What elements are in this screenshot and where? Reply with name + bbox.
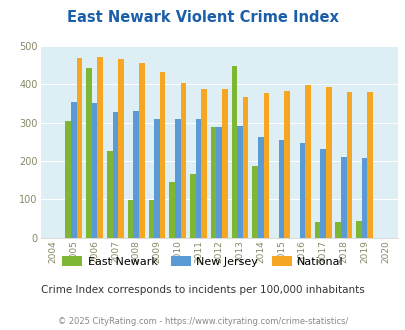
Bar xyxy=(190,175,195,238)
Text: © 2025 CityRating.com - https://www.cityrating.com/crime-statistics/: © 2025 CityRating.com - https://www.city… xyxy=(58,317,347,326)
Bar xyxy=(346,92,352,238)
Bar xyxy=(210,127,216,238)
Bar xyxy=(71,102,77,238)
Bar xyxy=(107,151,112,238)
Bar xyxy=(367,92,372,238)
Bar xyxy=(355,221,361,238)
Bar xyxy=(335,222,340,238)
Bar xyxy=(263,93,269,238)
Bar xyxy=(92,103,97,238)
Bar xyxy=(148,200,154,238)
Bar xyxy=(169,182,175,238)
Bar xyxy=(112,112,118,238)
Bar xyxy=(340,157,346,238)
Bar xyxy=(231,66,237,238)
Bar xyxy=(159,72,165,238)
Text: East Newark Violent Crime Index: East Newark Violent Crime Index xyxy=(67,10,338,25)
Bar xyxy=(252,166,257,238)
Bar xyxy=(320,149,325,238)
Bar xyxy=(242,97,248,238)
Bar xyxy=(128,200,133,238)
Bar xyxy=(325,87,331,238)
Bar xyxy=(86,68,92,238)
Bar xyxy=(237,126,242,238)
Bar xyxy=(222,89,227,238)
Bar xyxy=(154,118,159,238)
Legend: East Newark, New Jersey, National: East Newark, New Jersey, National xyxy=(58,251,347,271)
Bar xyxy=(201,89,207,238)
Bar xyxy=(299,143,305,238)
Bar xyxy=(284,91,289,238)
Bar xyxy=(361,158,367,238)
Bar xyxy=(278,140,284,238)
Bar xyxy=(175,119,180,238)
Bar xyxy=(314,222,320,238)
Bar xyxy=(257,137,263,238)
Bar xyxy=(195,119,201,238)
Bar xyxy=(133,111,139,238)
Bar xyxy=(180,82,185,238)
Bar xyxy=(139,63,144,238)
Text: Crime Index corresponds to incidents per 100,000 inhabitants: Crime Index corresponds to incidents per… xyxy=(41,285,364,295)
Bar xyxy=(216,127,222,238)
Bar xyxy=(77,58,82,238)
Bar xyxy=(305,85,310,238)
Bar xyxy=(118,59,124,238)
Bar xyxy=(97,56,103,238)
Bar xyxy=(65,121,71,238)
